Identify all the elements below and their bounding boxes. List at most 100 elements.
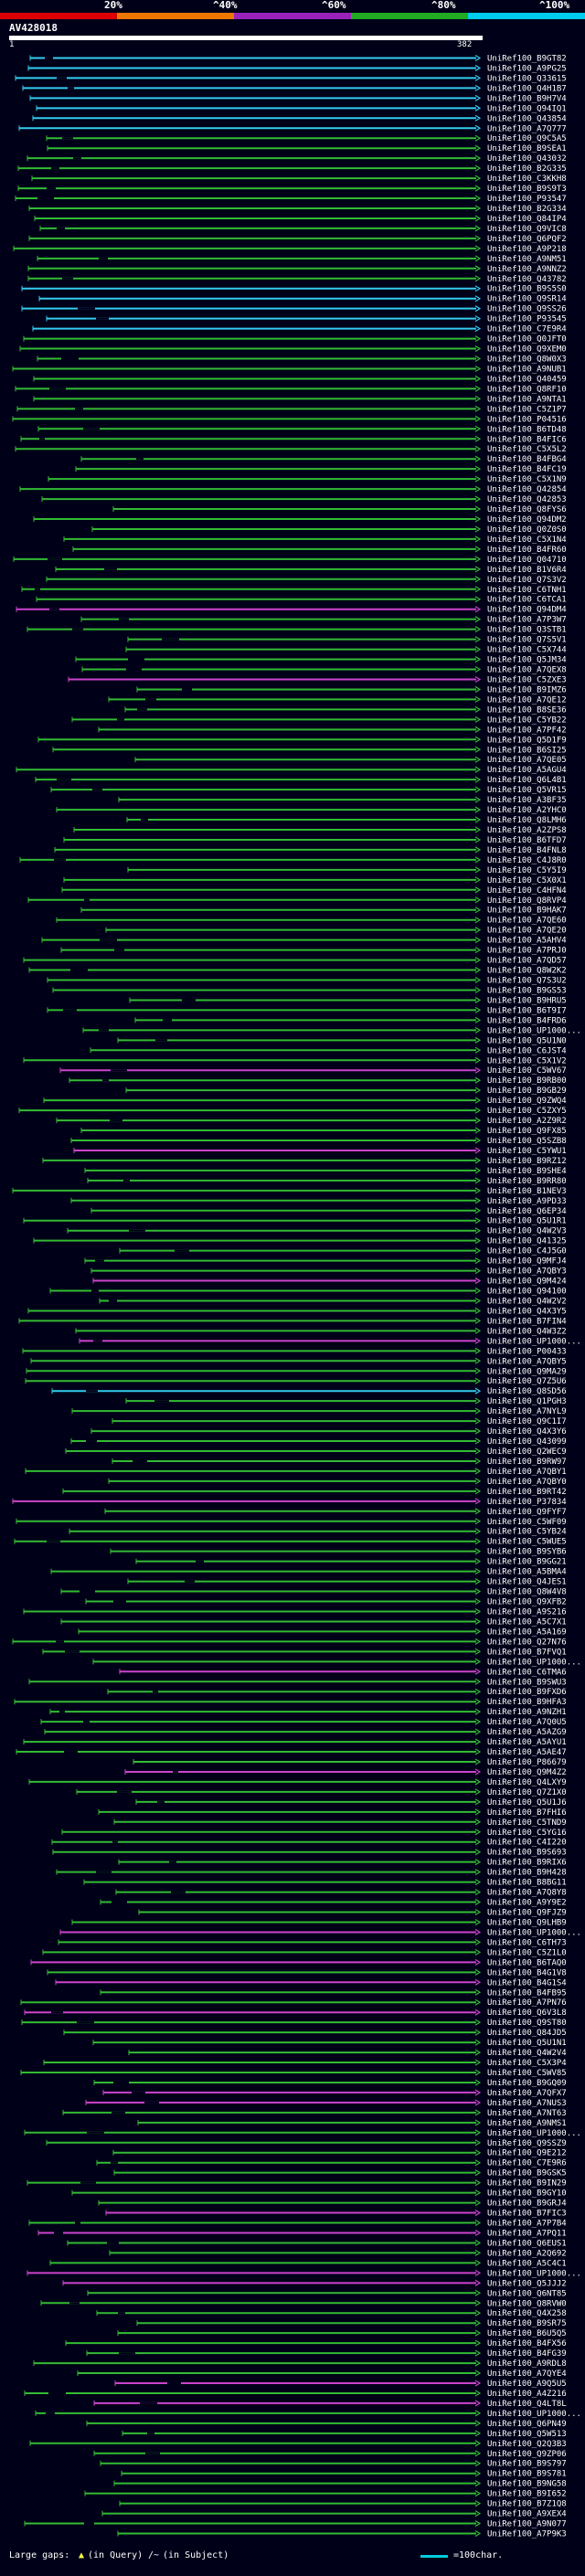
hit-label[interactable]: UniRef100_Q5U1R1 xyxy=(487,1217,567,1226)
hit-label[interactable]: UniRef100_A2YHC0 xyxy=(487,806,567,815)
hit-label[interactable]: UniRef100_Q84JD5 xyxy=(487,2029,567,2038)
hit-label[interactable]: UniRef100_Q8W2K2 xyxy=(487,967,567,976)
hit-label[interactable]: UniRef100_C4J8R0 xyxy=(487,856,567,865)
hit-label[interactable]: UniRef100_A9PD33 xyxy=(487,1197,567,1206)
hit-label[interactable]: UniRef100_C5X1N4 xyxy=(487,535,567,545)
hit-label[interactable]: UniRef100_UP1000... xyxy=(487,1337,581,1346)
hit-label[interactable]: UniRef100_Q42854 xyxy=(487,485,567,494)
hit-label[interactable]: UniRef100_B4FBG4 xyxy=(487,455,567,464)
hit-label[interactable]: UniRef100_P93545 xyxy=(487,315,567,324)
hit-label[interactable]: UniRef100_Q5VR15 xyxy=(487,786,567,795)
hit-label[interactable]: UniRef100_B9S9T3 xyxy=(487,185,567,194)
hit-label[interactable]: UniRef100_C5X5L2 xyxy=(487,445,567,454)
hit-label[interactable]: UniRef100_Q4LT8L xyxy=(487,2400,567,2409)
hit-label[interactable]: UniRef100_B1NEV3 xyxy=(487,1187,567,1196)
hit-label[interactable]: UniRef100_P86679 xyxy=(487,1758,567,1767)
hit-label[interactable]: UniRef100_Q41325 xyxy=(487,1237,567,1246)
hit-label[interactable]: UniRef100_A7QBY3 xyxy=(487,1267,567,1277)
hit-label[interactable]: UniRef100_Q27N76 xyxy=(487,1638,567,1647)
hit-label[interactable]: UniRef100_B9HRU5 xyxy=(487,996,567,1005)
hit-label[interactable]: UniRef100_Q7S3V2 xyxy=(487,576,567,585)
hit-label[interactable]: UniRef100_Q5SZB8 xyxy=(487,1137,567,1146)
hit-label[interactable]: UniRef100_B4FNL8 xyxy=(487,846,567,855)
hit-label[interactable]: UniRef100_B9GT82 xyxy=(487,54,567,63)
hit-label[interactable]: UniRef100_Q4X258 xyxy=(487,2309,567,2318)
hit-label[interactable]: UniRef100_Q9C5A5 xyxy=(487,134,567,143)
hit-label[interactable]: UniRef100_A7QE05 xyxy=(487,756,567,765)
hit-label[interactable]: UniRef100_Q4X3Y6 xyxy=(487,1427,567,1436)
hit-label[interactable]: UniRef100_C5YWU1 xyxy=(487,1147,567,1156)
hit-label[interactable]: UniRef100_Q8SD56 xyxy=(487,1387,567,1396)
hit-label[interactable]: UniRef100_Q8W4V8 xyxy=(487,1588,567,1597)
hit-label[interactable]: UniRef100_A7Q8Y8 xyxy=(487,1889,567,1898)
hit-label[interactable]: UniRef100_B9IN29 xyxy=(487,2179,567,2189)
hit-label[interactable]: UniRef100_A7QE60 xyxy=(487,917,567,926)
hit-label[interactable]: UniRef100_B6TD48 xyxy=(487,425,567,434)
hit-label[interactable]: UniRef100_B7FHI6 xyxy=(487,1808,567,1818)
hit-label[interactable]: UniRef100_A9NZH1 xyxy=(487,1708,567,1717)
hit-label[interactable]: UniRef100_B9GSK5 xyxy=(487,2169,567,2178)
hit-label[interactable]: UniRef100_A7QD57 xyxy=(487,957,567,966)
hit-label[interactable]: UniRef100_A9PG25 xyxy=(487,64,567,73)
hit-label[interactable]: UniRef100_Q43782 xyxy=(487,275,567,284)
hit-label[interactable]: UniRef100_A9Y9E2 xyxy=(487,1899,567,1908)
hit-label[interactable]: UniRef100_Q9C1I7 xyxy=(487,1417,567,1426)
hit-label[interactable]: UniRef100_Q3STB1 xyxy=(487,626,567,635)
hit-label[interactable]: UniRef100_A7PRJ0 xyxy=(487,947,567,956)
hit-label[interactable]: UniRef100_Q5JM34 xyxy=(487,656,567,665)
hit-label[interactable]: UniRef100_B4FIC6 xyxy=(487,435,567,444)
hit-label[interactable]: UniRef100_C5YG16 xyxy=(487,1829,567,1838)
hit-label[interactable]: UniRef100_C3KKH8 xyxy=(487,175,567,184)
hit-label[interactable]: UniRef100_Q9SR14 xyxy=(487,295,567,304)
hit-label[interactable]: UniRef100_B9GQ09 xyxy=(487,2079,567,2088)
hit-label[interactable]: UniRef100_C5ZXE3 xyxy=(487,675,567,684)
hit-label[interactable]: UniRef100_B9S781 xyxy=(487,2470,567,2479)
hit-label[interactable]: UniRef100_B7FVQ1 xyxy=(487,1648,567,1657)
hit-label[interactable]: UniRef100_C5TND9 xyxy=(487,1818,567,1828)
hit-label[interactable]: UniRef100_Q1PGH3 xyxy=(487,1397,567,1406)
hit-label[interactable]: UniRef100_A5BMA4 xyxy=(487,1568,567,1577)
hit-label[interactable]: UniRef100_Q5W513 xyxy=(487,2430,567,2439)
hit-label[interactable]: UniRef100_A5C4C1 xyxy=(487,2259,567,2268)
hit-label[interactable]: UniRef100_A5A169 xyxy=(487,1627,567,1637)
hit-label[interactable]: UniRef100_Q7S5V1 xyxy=(487,636,567,645)
hit-label[interactable]: UniRef100_C5X3P4 xyxy=(487,2059,567,2068)
hit-label[interactable]: UniRef100_A7NT63 xyxy=(487,2109,567,2118)
hit-label[interactable]: UniRef100_C5WV85 xyxy=(487,2069,567,2078)
hit-label[interactable]: UniRef100_A9NM51 xyxy=(487,255,567,264)
hit-label[interactable]: UniRef100_A7QFX7 xyxy=(487,2089,567,2098)
hit-label[interactable]: UniRef100_B8BG11 xyxy=(487,1879,567,1888)
hit-label[interactable]: UniRef100_UP1000... xyxy=(487,1658,581,1667)
hit-label[interactable]: UniRef100_Q0Z0S0 xyxy=(487,525,567,535)
hit-label[interactable]: UniRef100_Q2Q3B3 xyxy=(487,2440,567,2449)
hit-label[interactable]: UniRef100_Q6V3L8 xyxy=(487,2009,567,2018)
hit-label[interactable]: UniRef100_Q4W3Z2 xyxy=(487,1327,567,1336)
hit-label[interactable]: UniRef100_Q8RVP4 xyxy=(487,896,567,906)
hit-label[interactable]: UniRef100_Q9ZP06 xyxy=(487,2450,567,2459)
hit-label[interactable]: UniRef100_Q4W2V4 xyxy=(487,2049,567,2058)
hit-label[interactable]: UniRef100_Q8LMH6 xyxy=(487,816,567,825)
hit-label[interactable]: UniRef100_A3BF35 xyxy=(487,796,567,805)
hit-label[interactable]: UniRef100_A7NYL9 xyxy=(487,1407,567,1416)
hit-label[interactable]: UniRef100_UP1000... xyxy=(487,1928,581,1937)
hit-label[interactable]: UniRef100_C5YB22 xyxy=(487,716,567,725)
hit-label[interactable]: UniRef100_A9XEX4 xyxy=(487,2510,567,2519)
hit-label[interactable]: UniRef100_Q8RVW0 xyxy=(487,2299,567,2308)
hit-label[interactable]: UniRef100_B9RW97 xyxy=(487,1458,567,1467)
hit-label[interactable]: UniRef100_B9RZ12 xyxy=(487,1157,567,1166)
hit-label[interactable]: UniRef100_B9IMZ6 xyxy=(487,685,567,694)
hit-label[interactable]: UniRef100_A7PN76 xyxy=(487,1998,567,2008)
hit-label[interactable]: UniRef100_C5X0X1 xyxy=(487,876,567,885)
hit-label[interactable]: UniRef100_A7PF42 xyxy=(487,726,567,735)
hit-label[interactable]: UniRef100_B6TFD7 xyxy=(487,836,567,845)
hit-label[interactable]: UniRef100_Q6PN49 xyxy=(487,2420,567,2429)
hit-label[interactable]: UniRef100_C7E9R6 xyxy=(487,2159,567,2168)
hit-label[interactable]: UniRef100_A9N077 xyxy=(487,2520,567,2529)
hit-label[interactable]: UniRef100_Q94DM2 xyxy=(487,515,567,525)
hit-label[interactable]: UniRef100_A2ZPS8 xyxy=(487,826,567,835)
hit-label[interactable]: UniRef100_C5YB24 xyxy=(487,1528,567,1537)
hit-label[interactable]: UniRef100_B9H428 xyxy=(487,1869,567,1878)
hit-label[interactable]: UniRef100_Q94DM4 xyxy=(487,606,567,615)
hit-label[interactable]: UniRef100_C6JST4 xyxy=(487,1046,567,1055)
hit-label[interactable]: UniRef100_A9S216 xyxy=(487,1607,567,1617)
